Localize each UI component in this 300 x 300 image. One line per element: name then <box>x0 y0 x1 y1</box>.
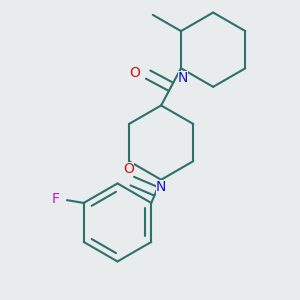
Text: N: N <box>156 180 166 194</box>
Text: F: F <box>52 192 60 206</box>
Text: N: N <box>178 70 188 85</box>
Text: O: O <box>129 66 140 80</box>
Text: O: O <box>123 162 134 176</box>
